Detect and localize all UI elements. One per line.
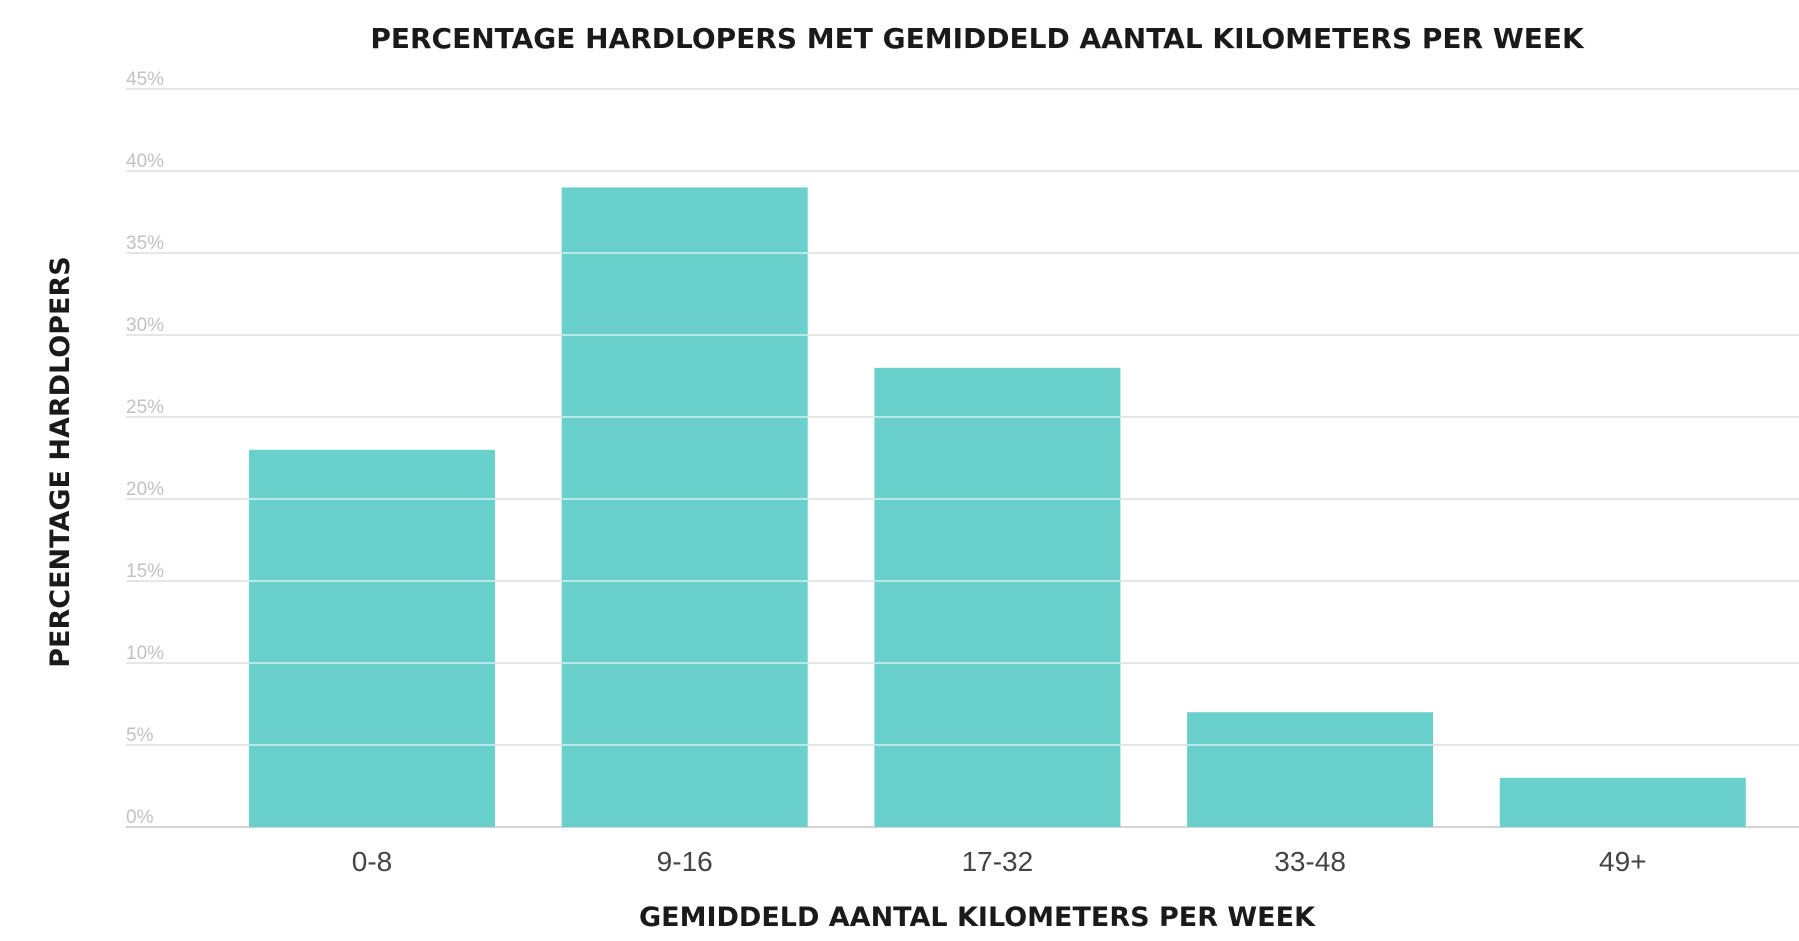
- x-tick-label: 49+: [1599, 846, 1647, 877]
- y-axis-ticks: 0% 5% 10% 15% 20% 25% 30% 35% 40% 45%: [126, 69, 164, 828]
- x-tick-label: 17-32: [962, 846, 1034, 877]
- x-axis-title: GEMIDDELD AANTAL KILOMETERS PER WEEK: [639, 902, 1316, 933]
- y-tick-label: 0%: [126, 807, 154, 828]
- bar: [1187, 712, 1434, 827]
- bars: [249, 187, 1746, 827]
- y-tick-label: 20%: [126, 479, 164, 500]
- y-tick-label: 45%: [126, 69, 164, 90]
- bar: [874, 367, 1121, 827]
- y-tick-label: 15%: [126, 561, 164, 582]
- y-tick-label: 40%: [126, 151, 164, 172]
- y-axis-title: PERCENTAGE HARDLOPERS: [45, 256, 76, 667]
- bar: [249, 449, 495, 827]
- x-tick-label: 33-48: [1274, 846, 1346, 877]
- gridlines-over-bars: [249, 252, 1434, 746]
- x-axis-ticks: 0-8 9-16 17-32 33-48 49+: [352, 846, 1647, 877]
- y-tick-label: 30%: [126, 315, 164, 336]
- y-tick-label: 25%: [126, 397, 164, 418]
- bar: [561, 187, 808, 827]
- bar: [1499, 777, 1746, 827]
- x-tick-label: 9-16: [657, 846, 713, 877]
- x-tick-label: 0-8: [352, 846, 392, 877]
- y-tick-label: 35%: [126, 233, 164, 254]
- y-tick-label: 5%: [126, 725, 154, 746]
- chart-title: PERCENTAGE HARDLOPERS MET GEMIDDELD AANT…: [370, 22, 1585, 55]
- y-tick-label: 10%: [126, 643, 164, 664]
